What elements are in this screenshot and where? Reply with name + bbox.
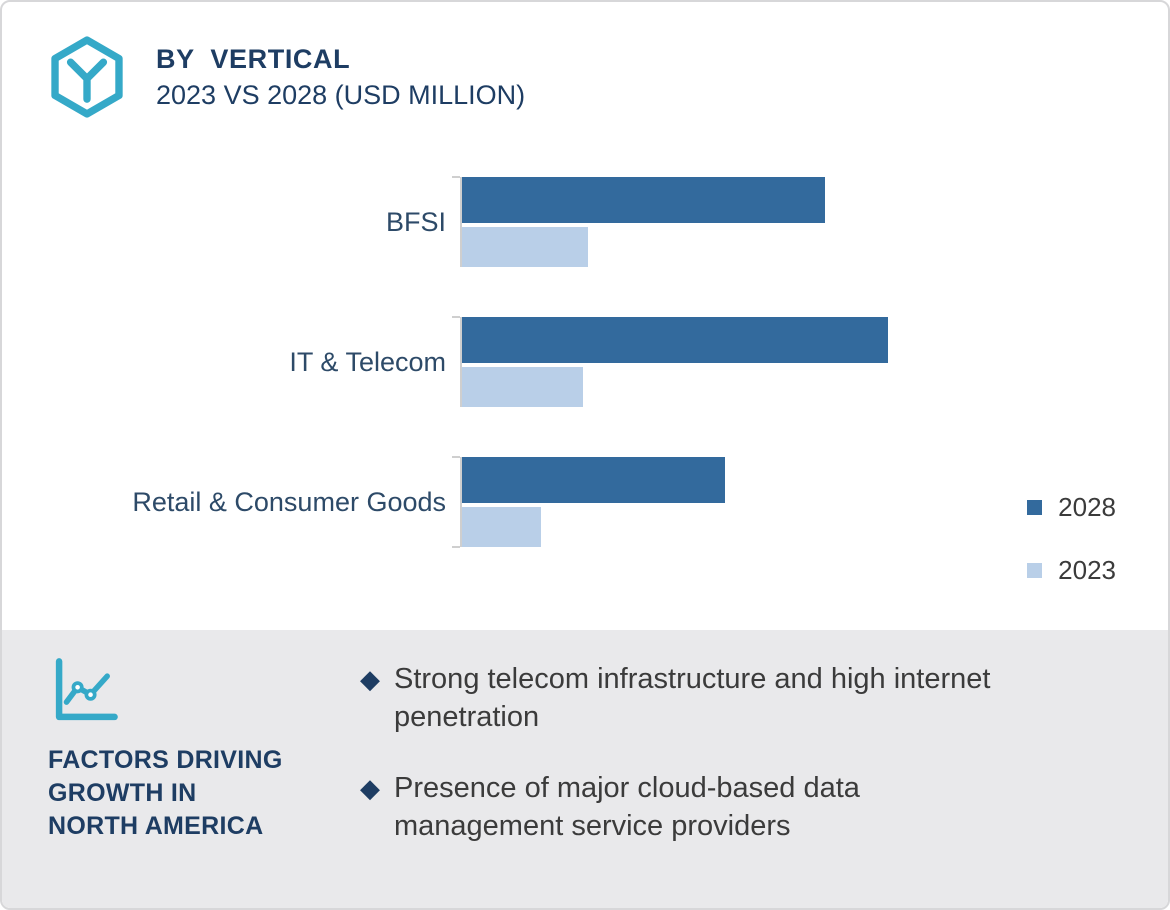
factors-heading-line: GROWTH IN xyxy=(48,779,197,807)
factors-heading-line: NORTH AMERICA xyxy=(48,812,264,840)
chart-legend: 2028 2023 xyxy=(1027,492,1116,586)
legend-label: 2028 xyxy=(1058,492,1116,522)
factors-heading-line: FACTORS DRIVING xyxy=(48,746,283,774)
chart-row: Retail & Consumer Goods xyxy=(2,432,1168,572)
chart-plot: BFSI IT & Telecom Retail & Consumer Goods xyxy=(2,152,1168,572)
chart-header: BY VERTICAL 2023 VS 2028 (USD MILLION) xyxy=(46,34,525,120)
factors-list: ◆ Strong telecom infrastructure and high … xyxy=(360,660,1014,845)
factors-panel: FACTORS DRIVING GROWTH IN NORTH AMERICA ◆ S… xyxy=(2,630,1168,908)
bar-2028-row2 xyxy=(462,457,725,503)
factors-left-column: FACTORS DRIVING GROWTH IN NORTH AMERICA xyxy=(48,654,348,843)
bar-group xyxy=(452,176,1168,267)
category-label: Retail & Consumer Goods xyxy=(132,486,446,517)
bar-group xyxy=(452,456,1168,548)
trend-chart-icon xyxy=(48,654,348,728)
grouped-bar-chart: BFSI IT & Telecom Retail & Consumer Goods xyxy=(2,152,1168,572)
legend-label: 2023 xyxy=(1058,555,1116,585)
factor-bullet: ◆ Strong telecom infrastructure and high … xyxy=(360,660,1014,737)
factor-bullet: ◆ Presence of major cloud-based data mana… xyxy=(360,769,1014,846)
bar-2023-row2 xyxy=(462,507,541,547)
factor-text: Strong telecom infrastructure and high i… xyxy=(394,663,991,734)
bar-2028-row0 xyxy=(462,177,825,223)
chart-row: BFSI xyxy=(2,152,1168,292)
chart-subtitle: 2023 VS 2028 (USD MILLION) xyxy=(156,79,526,110)
legend-item-2023: 2023 xyxy=(1027,555,1116,586)
factors-heading: FACTORS DRIVING GROWTH IN NORTH AMERICA xyxy=(48,744,348,843)
legend-swatch-icon xyxy=(1027,500,1043,515)
hexagon-logo-icon xyxy=(46,34,128,120)
diamond-bullet-icon: ◆ xyxy=(360,664,380,694)
legend-item-2028: 2028 xyxy=(1027,492,1116,523)
category-label: BFSI xyxy=(385,206,446,237)
bar-2023-row0 xyxy=(462,227,589,267)
factor-text: Presence of major cloud-based data manag… xyxy=(394,771,860,842)
category-label: IT & Telecom xyxy=(289,346,446,377)
bar-group xyxy=(452,316,1168,407)
bar-2028-row1 xyxy=(462,317,889,363)
chart-title: BY VERTICAL xyxy=(156,43,351,74)
legend-swatch-icon xyxy=(1027,563,1043,578)
diamond-bullet-icon: ◆ xyxy=(360,772,380,803)
bar-2023-row1 xyxy=(462,367,583,407)
chart-row: IT & Telecom xyxy=(2,292,1168,432)
chart-titles: BY VERTICAL 2023 VS 2028 (USD MILLION) xyxy=(156,44,525,111)
